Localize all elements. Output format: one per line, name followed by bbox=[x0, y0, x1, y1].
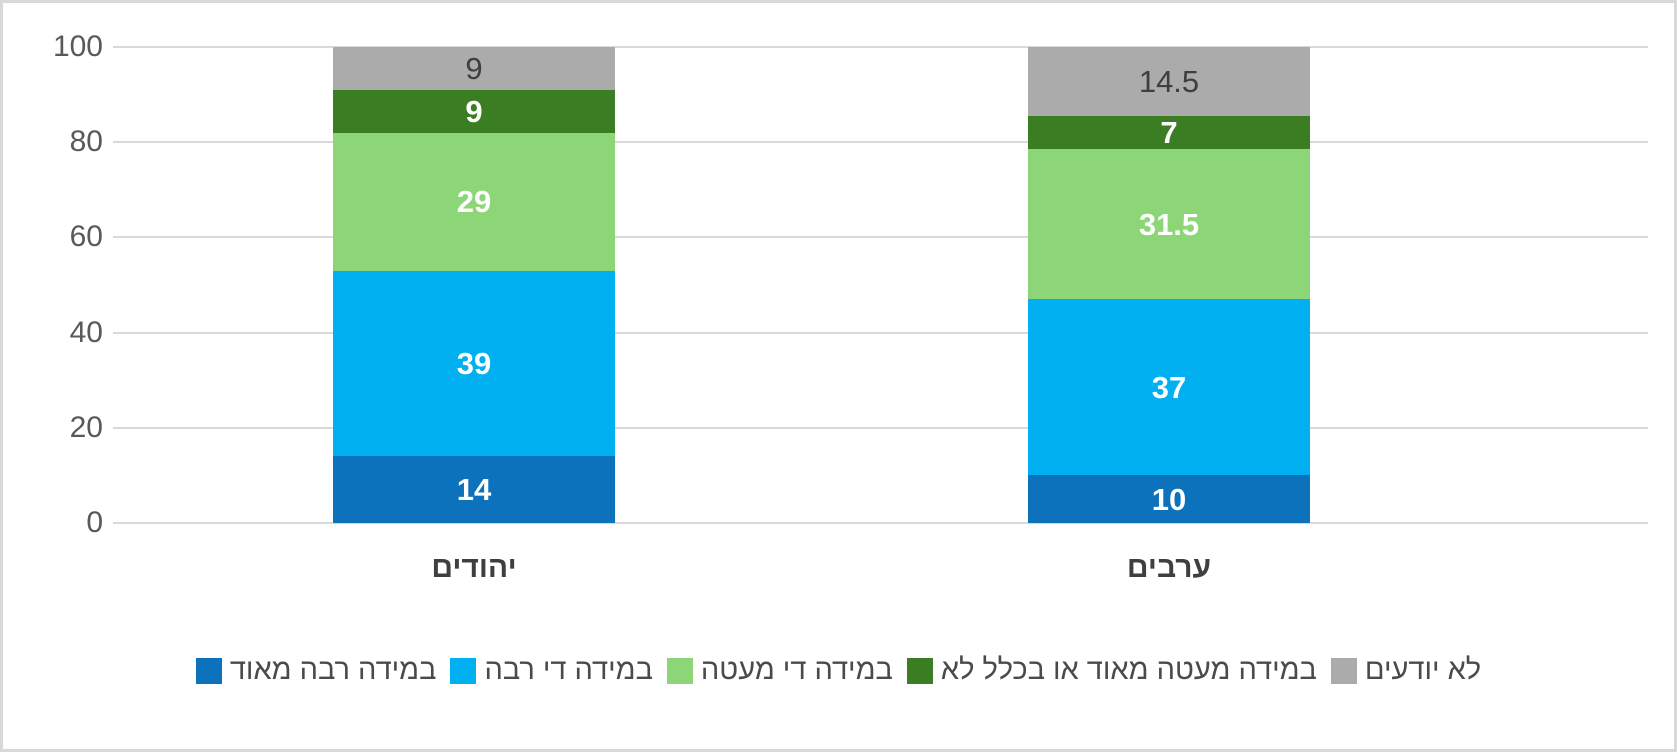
y-axis-tick-label: 0 bbox=[86, 506, 103, 539]
bar-segment: 39 bbox=[333, 270, 615, 457]
bar-value-label: 7 bbox=[1160, 115, 1178, 151]
y-axis-tick-label: 40 bbox=[69, 315, 103, 349]
y-axis-tick-label: 100 bbox=[52, 30, 103, 63]
legend-item: במידה די רבה bbox=[450, 654, 653, 687]
legend-label: במידה די מעטה bbox=[700, 654, 893, 686]
legend-label: במידה מעטה מאוד או בכלל לא bbox=[940, 654, 1317, 686]
legend-label: לא יודעים bbox=[1364, 654, 1482, 686]
bar-value-label: 9 bbox=[465, 93, 483, 129]
legend-item: במידה די מעטה bbox=[666, 654, 893, 687]
y-axis-tick-label: 20 bbox=[69, 410, 103, 444]
bar-segment: 14 bbox=[333, 456, 615, 523]
y-axis-tick-label: 60 bbox=[69, 220, 103, 254]
bar-segment: 7 bbox=[1028, 115, 1310, 151]
category-label: ערבים bbox=[1126, 551, 1212, 584]
legend: במידה רבה מאוד במידה די רבה במידה די מעטה ב… bbox=[3, 654, 1674, 687]
bar-value-label: 14 bbox=[456, 472, 492, 508]
bar-jews: 14 39 29 9 9 bbox=[333, 47, 615, 523]
plot-area: 14 39 29 9 9 10 37 31.5 7 14.5 bbox=[113, 46, 1648, 524]
bar-value-label: 39 bbox=[456, 346, 492, 382]
gridline bbox=[113, 236, 1648, 239]
bar-value-label: 31.5 bbox=[1138, 206, 1200, 242]
gridline bbox=[113, 331, 1648, 334]
bar-segment: 14.5 bbox=[1028, 47, 1310, 117]
bar-segment: 29 bbox=[333, 132, 615, 271]
bar-value-label: 29 bbox=[456, 184, 492, 220]
legend-label: במידה רבה מאוד bbox=[229, 654, 437, 686]
bar-value-label: 37 bbox=[1151, 369, 1187, 405]
y-axis-tick-label: 80 bbox=[69, 125, 103, 159]
legend-swatch-icon bbox=[666, 657, 693, 684]
legend-item: לא יודעים bbox=[1330, 654, 1482, 687]
bar-segment: 9 bbox=[333, 47, 615, 90]
legend-swatch-icon bbox=[195, 657, 222, 684]
bar-value-label: 14.5 bbox=[1138, 64, 1200, 100]
bar-segment: 31.5 bbox=[1028, 149, 1310, 300]
legend-swatch-icon bbox=[906, 657, 933, 684]
bar-segment: 10 bbox=[1028, 475, 1310, 523]
legend-label: במידה די רבה bbox=[484, 654, 653, 686]
gridline bbox=[113, 141, 1648, 144]
legend-swatch-icon bbox=[450, 657, 477, 684]
bar-arabs: 10 37 31.5 7 14.5 bbox=[1028, 47, 1310, 523]
gridline bbox=[113, 426, 1648, 429]
bar-segment: 37 bbox=[1028, 299, 1310, 476]
bar-value-label: 9 bbox=[465, 50, 483, 86]
legend-item: במידה מעטה מאוד או בכלל לא bbox=[906, 654, 1317, 687]
legend-swatch-icon bbox=[1330, 657, 1357, 684]
legend-item: במידה רבה מאוד bbox=[195, 654, 437, 687]
gridline bbox=[113, 46, 1648, 48]
bar-value-label: 10 bbox=[1151, 481, 1187, 517]
category-label: יהודים bbox=[431, 551, 517, 584]
bar-segment: 9 bbox=[333, 89, 615, 133]
gridline bbox=[113, 522, 1648, 524]
